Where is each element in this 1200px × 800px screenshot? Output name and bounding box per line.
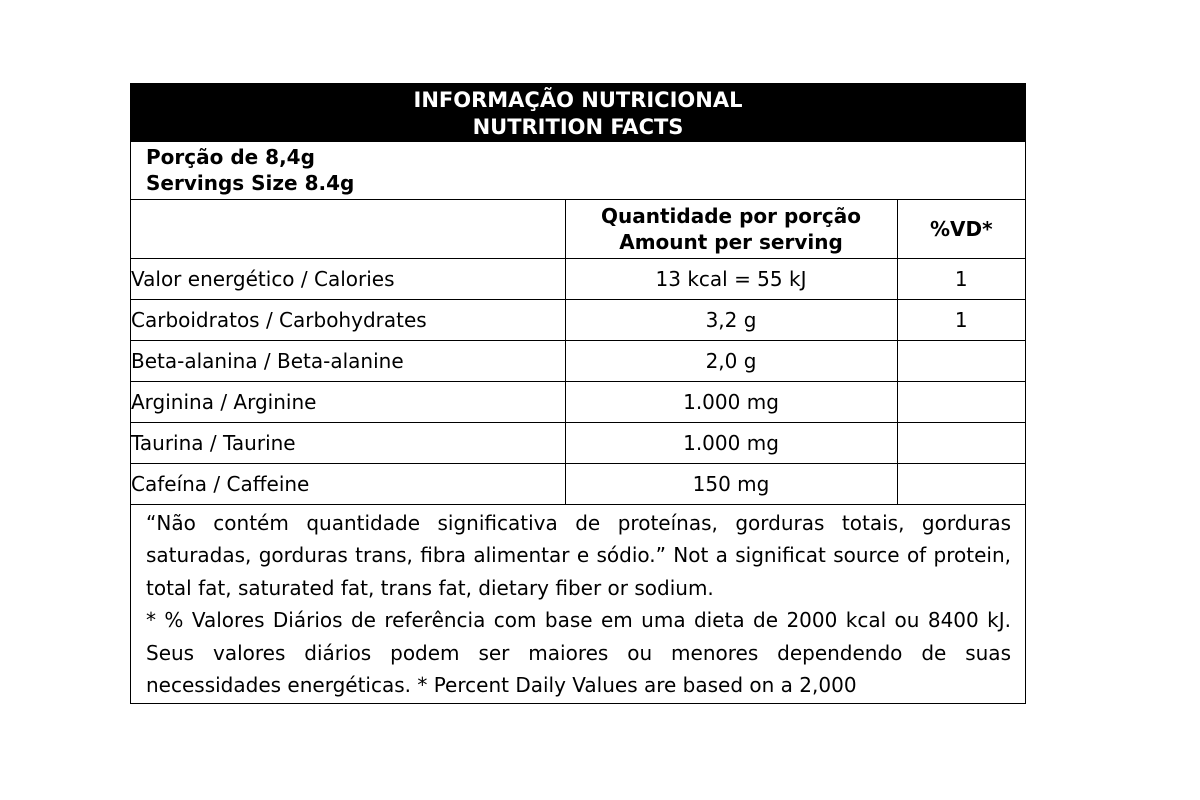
table-row: Valor energético / Calories 13 kcal = 55…: [131, 257, 1025, 300]
header-title-en: NUTRITION FACTS: [472, 115, 684, 139]
header-amount-pt: Quantidade por porção: [601, 203, 861, 228]
nutrient-name: Taurina / Taurine: [131, 421, 566, 464]
table-row: Carboidratos / Carbohydrates 3,2 g 1: [131, 298, 1025, 341]
footnotes: “Não contém quantidade significativa de …: [131, 505, 1025, 702]
nutrient-amount: 1.000 mg: [564, 380, 898, 423]
table-row: Taurina / Taurine 1.000 mg: [131, 421, 1025, 464]
nutrient-name: Arginina / Arginine: [131, 380, 566, 423]
nutrient-amount: 13 kcal = 55 kJ: [564, 257, 898, 300]
nutrient-amount: 2,0 g: [564, 339, 898, 382]
nutrient-name: Valor energético / Calories: [131, 257, 566, 300]
nutrient-dv: [896, 462, 1025, 505]
nutrient-dv: [896, 380, 1025, 423]
nutrient-name: Carboidratos / Carbohydrates: [131, 298, 566, 341]
nutrient-dv: 1: [896, 298, 1025, 341]
header-amount-en: Amount per serving: [619, 229, 843, 254]
footnote-daily-values: * % Valores Diários de referência com ba…: [146, 608, 1011, 697]
serving-size-pt: Porção de 8,4g: [146, 145, 315, 169]
header-blank-cell: [131, 200, 566, 259]
table-row: Beta-alanina / Beta-alanine 2,0 g: [131, 339, 1025, 382]
header-title-pt: INFORMAÇÃO NUTRICIONAL: [413, 88, 743, 112]
nutrition-table: Quantidade por porção Amount per serving…: [131, 200, 1025, 505]
nutrient-dv: 1: [896, 257, 1025, 300]
table-header-row: Quantidade por porção Amount per serving…: [131, 200, 1025, 259]
nutrient-amount: 150 mg: [564, 462, 898, 505]
nutrient-dv: [896, 339, 1025, 382]
header-dv-cell: %VD*: [896, 200, 1025, 259]
nutrient-name: Beta-alanina / Beta-alanine: [131, 339, 566, 382]
nutrition-facts-panel: INFORMAÇÃO NUTRICIONAL NUTRITION FACTS P…: [130, 83, 1026, 704]
table-row: Cafeína / Caffeine 150 mg: [131, 462, 1025, 505]
nutrient-amount: 1.000 mg: [564, 421, 898, 464]
table-row: Arginina / Arginine 1.000 mg: [131, 380, 1025, 423]
nutrient-name: Cafeína / Caffeine: [131, 462, 566, 505]
nutrient-dv: [896, 421, 1025, 464]
nutrient-amount: 3,2 g: [564, 298, 898, 341]
nutrition-header: INFORMAÇÃO NUTRICIONAL NUTRITION FACTS: [131, 84, 1025, 142]
serving-size-en: Servings Size 8.4g: [146, 171, 355, 195]
footnote-not-significant: “Não contém quantidade significativa de …: [146, 510, 1011, 600]
header-amount-cell: Quantidade por porção Amount per serving: [564, 200, 898, 259]
serving-size: Porção de 8,4g Servings Size 8.4g: [131, 142, 1025, 200]
